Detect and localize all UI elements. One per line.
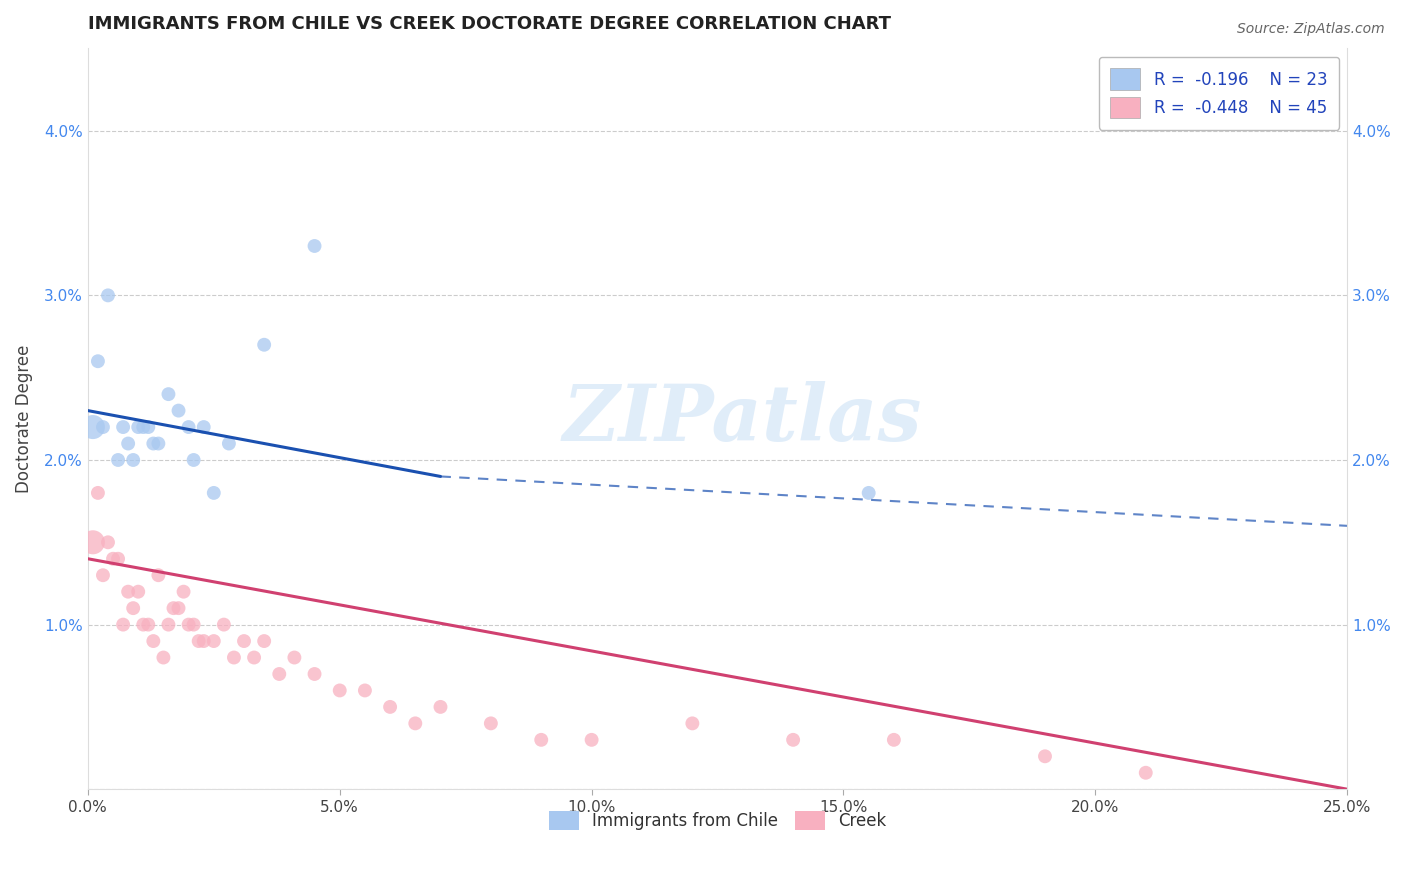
Point [581, 732, 603, 747]
Point [107, 453, 129, 467]
Point [479, 716, 502, 731]
Point [82, 420, 104, 434]
Point [91, 568, 114, 582]
Point [193, 634, 215, 648]
Point [173, 584, 195, 599]
Text: ZIPatlas: ZIPatlas [562, 381, 922, 457]
Legend: Immigrants from Chile, Creek: Immigrants from Chile, Creek [543, 804, 893, 837]
Point [127, 584, 149, 599]
Point [183, 617, 205, 632]
Point [883, 732, 905, 747]
Point [82, 535, 104, 549]
Point [152, 650, 174, 665]
Point [253, 634, 276, 648]
Point [187, 634, 209, 648]
Point [212, 617, 235, 632]
Point [253, 337, 276, 351]
Point [157, 617, 180, 632]
Point [304, 239, 326, 253]
Point [530, 732, 553, 747]
Point [329, 683, 352, 698]
Text: IMMIGRANTS FROM CHILE VS CREEK DOCTORATE DEGREE CORRELATION CHART: IMMIGRANTS FROM CHILE VS CREEK DOCTORATE… [87, 15, 891, 33]
Point [243, 650, 266, 665]
Point [304, 667, 326, 681]
Point [132, 420, 155, 434]
Point [354, 683, 377, 698]
Point [202, 486, 225, 500]
Point [87, 486, 110, 500]
Point [136, 420, 159, 434]
Point [136, 617, 159, 632]
Point [218, 436, 240, 450]
Point [148, 436, 170, 450]
Point [122, 453, 145, 467]
Point [1033, 749, 1056, 764]
Point [97, 288, 120, 302]
Point [127, 420, 149, 434]
Point [117, 436, 139, 450]
Point [117, 584, 139, 599]
Point [132, 617, 155, 632]
Point [193, 420, 215, 434]
Point [97, 535, 120, 549]
Point [378, 700, 401, 714]
Point [91, 420, 114, 434]
Point [177, 617, 200, 632]
Point [157, 387, 180, 401]
Point [283, 650, 305, 665]
Point [167, 601, 190, 615]
Point [429, 700, 451, 714]
Point [101, 551, 124, 566]
Point [1135, 765, 1157, 780]
Point [148, 568, 170, 582]
Point [222, 650, 245, 665]
Point [112, 420, 135, 434]
Point [142, 436, 165, 450]
Point [167, 403, 190, 417]
Point [269, 667, 291, 681]
Y-axis label: Doctorate Degree: Doctorate Degree [15, 344, 32, 493]
Point [233, 634, 256, 648]
Point [202, 634, 225, 648]
Point [162, 601, 184, 615]
Point [87, 354, 110, 368]
Point [681, 716, 703, 731]
Point [782, 732, 804, 747]
Text: Source: ZipAtlas.com: Source: ZipAtlas.com [1237, 22, 1385, 37]
Point [177, 420, 200, 434]
Point [142, 634, 165, 648]
Point [122, 601, 145, 615]
Point [404, 716, 426, 731]
Point [107, 551, 129, 566]
Point [112, 617, 135, 632]
Point [858, 486, 880, 500]
Point [183, 453, 205, 467]
